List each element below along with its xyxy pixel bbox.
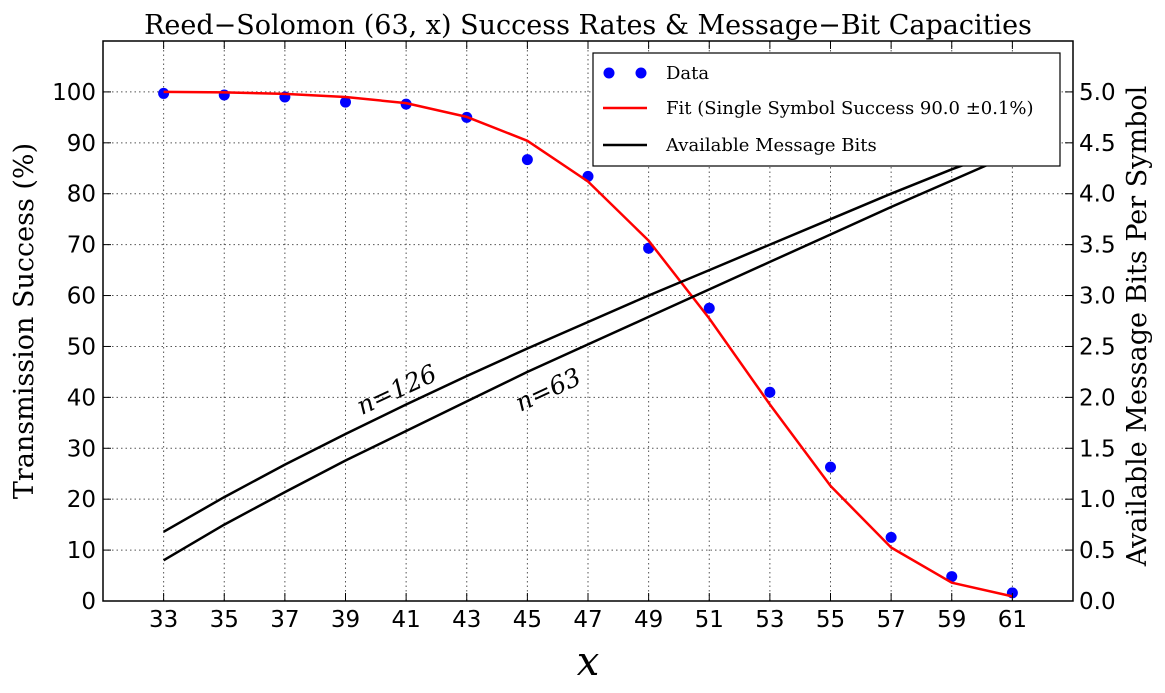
x-tick-label: 57 [876, 607, 905, 633]
x-tick-label: 39 [331, 607, 360, 633]
y-right-tick-label: 4.5 [1079, 131, 1116, 157]
bits-line-n-63 [162, 152, 1013, 562]
y-right-tick-label: 2.0 [1079, 385, 1116, 411]
annotations: n=126 n=63 [352, 359, 585, 421]
data-point [218, 89, 230, 101]
data-point [158, 87, 170, 99]
legend-fit-label: Fit (Single Symbol Success 90.0 ±0.1%) [666, 98, 1034, 119]
axes: 33 35 37 39 41 43 45 47 49 51 53 55 57 59 61 0 10 20 30 40 5… [52, 41, 1116, 633]
x-tick-label: 37 [270, 607, 299, 633]
x-tick-label: 59 [937, 607, 966, 633]
series-layer [158, 87, 1018, 599]
x-tick-label: 53 [755, 607, 784, 633]
annotation-label: n=63 [511, 362, 586, 417]
y-left-tick-label: 50 [67, 334, 96, 360]
y-right-tick-label: 2.5 [1079, 334, 1116, 360]
data-point [946, 571, 958, 583]
x-axis-label: x [577, 639, 600, 685]
x-tick-label: 33 [149, 607, 178, 633]
bits-line-n-126 [162, 145, 1013, 533]
legend-data-marker [635, 67, 647, 79]
y-right-tick-label: 1.0 [1079, 487, 1116, 513]
legend-bits-label: Available Message Bits [665, 135, 877, 156]
y-left-tick-label: 60 [67, 284, 96, 310]
y-right-tick-label: 5.0 [1079, 80, 1116, 106]
data-point [825, 461, 836, 473]
y-right-tick-label: 1.5 [1079, 436, 1116, 462]
y-left-tick-label: 90 [67, 131, 96, 157]
annotation-label: n=126 [352, 359, 441, 421]
legend: Data Fit (Single Symbol Success 90.0 ±0.… [592, 52, 1061, 167]
fit-line [163, 90, 1013, 598]
legend-box [592, 52, 1061, 167]
x-tick-label: 45 [513, 607, 542, 633]
y-right-tick-label: 3.5 [1079, 233, 1116, 259]
y-left-tick-label: 40 [67, 385, 96, 411]
x-tick-label: 55 [816, 607, 845, 633]
data-point [885, 531, 897, 543]
chart-title: Reed−Solomon (63, x) Success Rates & Mes… [144, 10, 1032, 41]
y-left-tick-label: 20 [67, 487, 96, 513]
plot-frame [102, 40, 1074, 602]
data-point [703, 302, 715, 314]
y-right-tick-label: 0.5 [1079, 538, 1116, 564]
y-left-tick-label: 70 [67, 233, 96, 259]
y-left-tick-label: 30 [67, 436, 96, 462]
y-axis-left-label: Transmission Success (%) [9, 143, 40, 499]
data-point [764, 386, 776, 398]
x-tick-label: 35 [210, 607, 239, 633]
legend-data-marker [603, 67, 615, 79]
y-axis-right-label: Available Message Bits Per Symbol [1122, 86, 1153, 568]
x-tick-label: 51 [695, 607, 724, 633]
legend-data-label: Data [666, 63, 709, 84]
y-right-tick-label: 0.0 [1079, 589, 1116, 615]
x-tick-label: 41 [391, 607, 420, 633]
y-left-tick-label: 100 [52, 80, 96, 106]
y-right-tick-label: 4.0 [1079, 182, 1116, 208]
data-point [521, 154, 533, 166]
data-point [340, 96, 351, 108]
x-tick-label: 61 [998, 607, 1027, 633]
y-right-tick-label: 3.0 [1079, 284, 1116, 310]
x-tick-label: 47 [573, 607, 602, 633]
y-left-tick-label: 0 [81, 589, 96, 615]
y-left-tick-label: 10 [67, 538, 96, 564]
x-tick-label: 49 [634, 607, 663, 633]
x-tick-label: 43 [452, 607, 481, 633]
y-left-tick-label: 80 [67, 182, 96, 208]
